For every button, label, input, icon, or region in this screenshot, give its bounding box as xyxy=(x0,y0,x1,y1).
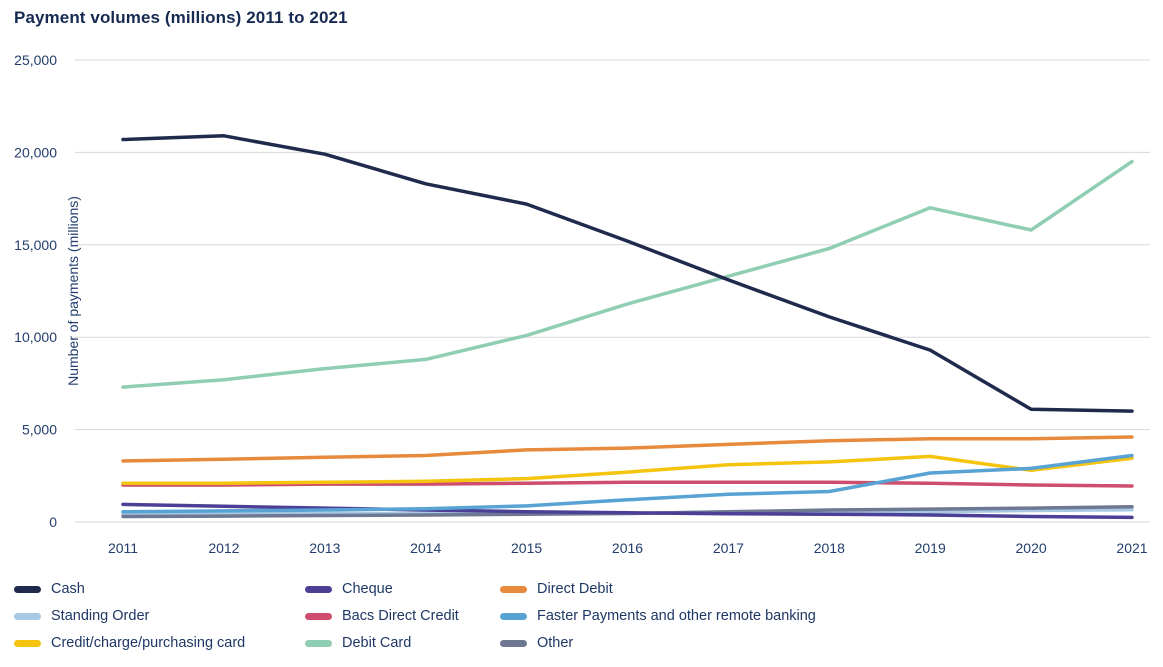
legend-label: Debit Card xyxy=(342,635,412,651)
series-line-direct-debit xyxy=(121,435,1134,463)
legend-swatch-icon xyxy=(14,585,41,593)
y-tick-label: 25,000 xyxy=(14,52,57,68)
legend-swatch-icon xyxy=(500,612,527,620)
series-lines xyxy=(121,134,1134,520)
legend-label: Credit/charge/purchasing card xyxy=(51,635,246,651)
legend-swatch-icon xyxy=(14,612,41,620)
y-axis-title: Number of payments (millions) xyxy=(65,196,81,386)
x-tick-label: 2012 xyxy=(208,540,239,556)
series-line-debit-card xyxy=(121,159,1134,389)
series-line-cheque xyxy=(121,502,1134,520)
legend-swatch-icon xyxy=(305,612,332,620)
y-tick-label: 10,000 xyxy=(14,329,57,345)
y-tick-label: 5,000 xyxy=(22,422,57,438)
legend-label: Cash xyxy=(51,581,85,597)
legend-swatch-icon xyxy=(500,639,527,647)
chart-legend: Cash Cheque Direct Debit Standing Order Bacs… xyxy=(0,580,1163,652)
x-axis-tick-labels: 2011 2012 2013 2014 2015 2016 2017 2018 2019 2020… xyxy=(108,540,1148,556)
y-axis-tick-labels: 25,000 20,000 15,000 10,000 5,000 0 xyxy=(14,52,57,530)
legend-label: Cheque xyxy=(342,581,393,597)
x-tick-label: 2018 xyxy=(814,540,845,556)
y-tick-label: 0 xyxy=(49,514,57,530)
y-tick-label: 20,000 xyxy=(14,144,57,160)
x-tick-label: 2021 xyxy=(1116,540,1147,556)
legend-swatch-icon xyxy=(14,639,41,647)
legend-item-cash: Cash xyxy=(14,580,305,598)
legend-item-other: Other xyxy=(500,634,1163,652)
legend-label: Direct Debit xyxy=(537,581,613,597)
legend-item-faster-payments-and-other-remote-banking: Faster Payments and other remote banking xyxy=(500,607,1163,625)
gridlines xyxy=(75,59,1150,523)
legend-item-debit-card: Debit Card xyxy=(305,634,500,652)
x-tick-label: 2015 xyxy=(511,540,542,556)
x-tick-label: 2017 xyxy=(713,540,744,556)
legend-item-cheque: Cheque xyxy=(305,580,500,598)
legend-item-bacs-direct-credit: Bacs Direct Credit xyxy=(305,607,500,625)
x-tick-label: 2020 xyxy=(1016,540,1047,556)
y-tick-label: 15,000 xyxy=(14,237,57,253)
chart-title: Payment volumes (millions) 2011 to 2021 xyxy=(14,8,348,27)
legend-label: Other xyxy=(537,635,574,651)
x-tick-label: 2013 xyxy=(309,540,340,556)
legend-item-standing-order: Standing Order xyxy=(14,607,305,625)
legend-item-direct-debit: Direct Debit xyxy=(500,580,1163,598)
legend-item-credit-charge-purchasing-card: Credit/charge/purchasing card xyxy=(14,634,305,652)
x-tick-label: 2014 xyxy=(410,540,441,556)
legend-label: Standing Order xyxy=(51,608,150,624)
payment-volumes-line-chart: Number of payments (millions) 25,000 20,0… xyxy=(14,52,1150,556)
legend-swatch-icon xyxy=(305,585,332,593)
series-line-faster-payments-and-other-remote-banking xyxy=(121,453,1134,514)
x-tick-label: 2019 xyxy=(915,540,946,556)
series-line-bacs-direct-credit xyxy=(121,480,1134,488)
series-line-credit-charge-purchasing-card xyxy=(121,454,1134,485)
legend-label: Faster Payments and other remote banking xyxy=(537,608,816,624)
x-tick-label: 2016 xyxy=(612,540,643,556)
legend-swatch-icon xyxy=(500,585,527,593)
series-line-cash xyxy=(121,134,1134,413)
x-tick-label: 2011 xyxy=(108,540,138,556)
legend-swatch-icon xyxy=(305,639,332,647)
legend-label: Bacs Direct Credit xyxy=(342,608,459,624)
